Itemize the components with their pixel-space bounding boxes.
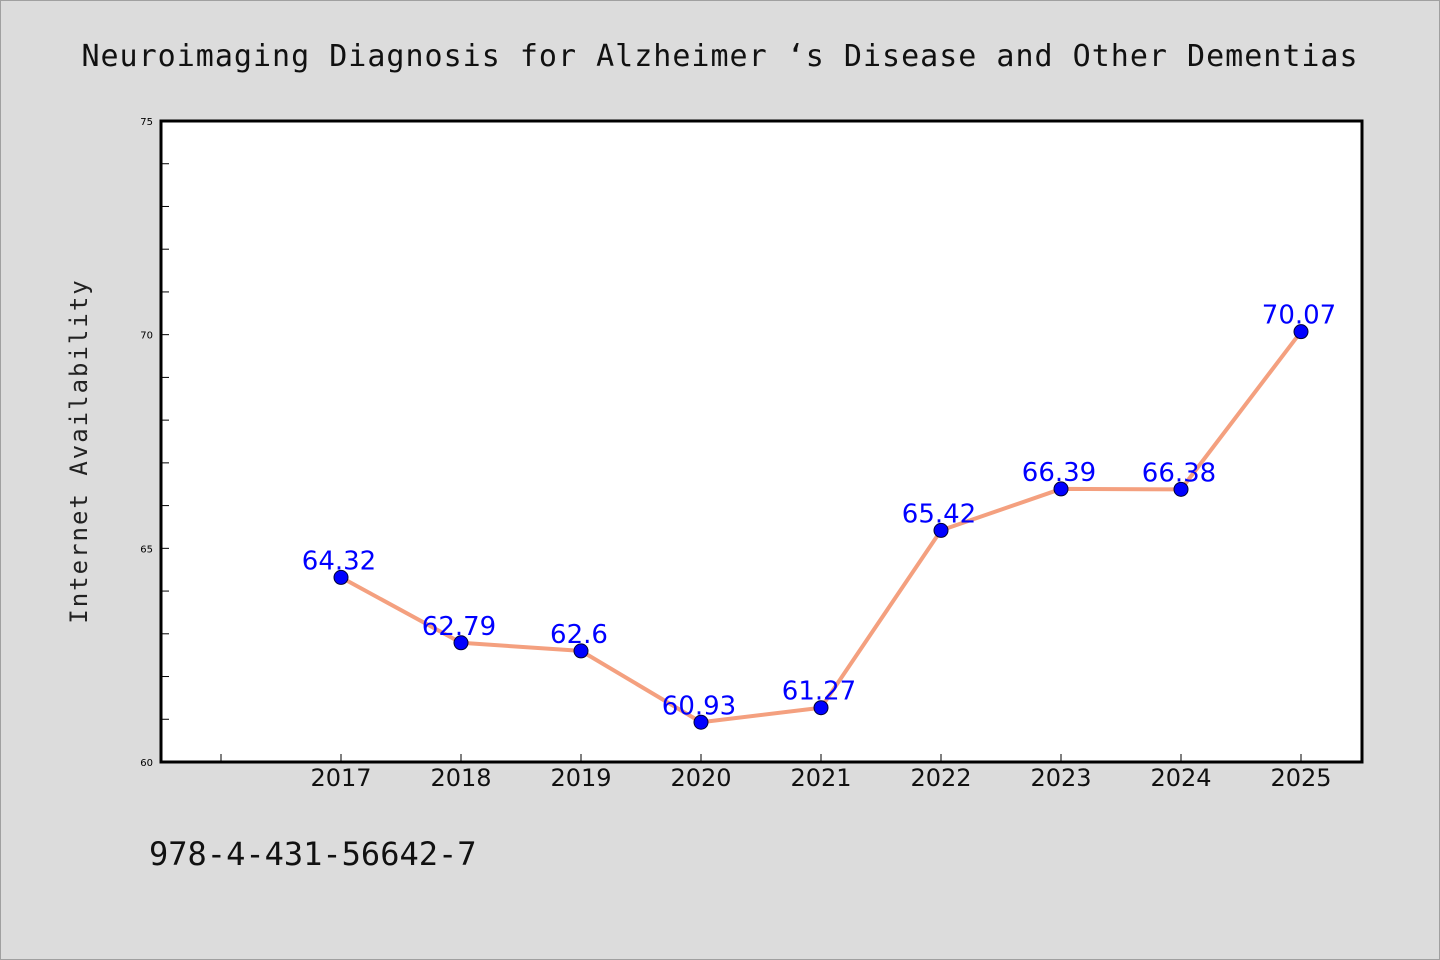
plot-area [159,119,1364,764]
data-point [693,714,709,730]
data-label: 65.42 [902,499,976,529]
y-tick-label: 70 [140,331,153,342]
data-label: 60.93 [662,691,736,721]
data-point [453,635,469,651]
x-tick-label: 2017 [310,764,371,792]
data-label: 66.39 [1022,458,1096,488]
data-point [333,569,349,585]
x-tick-label: 2025 [1270,764,1331,792]
y-tick-label: 60 [140,758,153,769]
data-label: 70.07 [1262,301,1336,331]
data-label: 62.6 [550,620,608,650]
data-label: 62.79 [422,612,496,642]
isbn-annotation: 978-4-431-56642-7 [149,835,477,873]
data-point [933,522,949,538]
data-label: 64.32 [302,546,376,576]
x-tick-label: 2020 [670,764,731,792]
data-point [1053,481,1069,497]
x-tick-label: 2023 [1030,764,1091,792]
y-tick-label: 75 [140,117,153,128]
data-point [1293,324,1309,340]
data-label: 66.38 [1142,458,1216,488]
data-label: 61.27 [782,677,856,707]
x-tick-label: 2021 [790,764,851,792]
data-point [1173,481,1189,497]
x-tick-label: 2018 [430,764,491,792]
x-tick-label: 2019 [550,764,611,792]
y-tick-label: 65 [140,544,153,555]
chart-title: Neuroimaging Diagnosis for Alzheimer ‘s … [81,39,1359,74]
x-tick-label: 2024 [1150,764,1211,792]
x-tick-label: 2022 [910,764,971,792]
data-point [813,700,829,716]
data-point [573,643,589,659]
